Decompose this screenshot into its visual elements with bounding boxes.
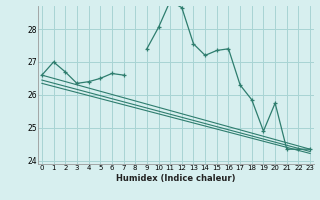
X-axis label: Humidex (Indice chaleur): Humidex (Indice chaleur) bbox=[116, 174, 236, 183]
